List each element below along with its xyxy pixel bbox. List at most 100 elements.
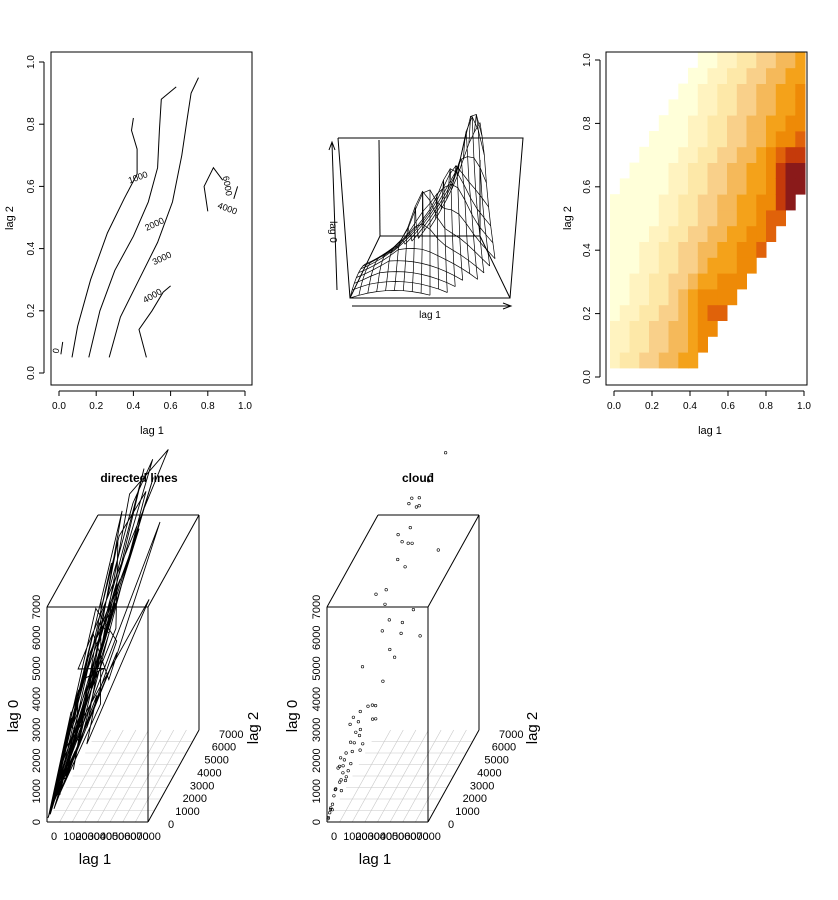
heatmap-cell: [707, 225, 718, 242]
heatmap-cell: [717, 146, 728, 163]
heatmap-cell: [795, 67, 806, 84]
heatmap-cell: [766, 146, 777, 163]
surface-mesh-line: [411, 115, 485, 242]
p5-data-point: [339, 756, 343, 760]
heatmap-cell: [658, 162, 669, 179]
heatmap-cell: [697, 241, 708, 258]
heatmap-cell: [678, 162, 689, 179]
p4-y-tick-label: 1000: [175, 806, 199, 818]
heatmap-cell: [610, 225, 621, 242]
surface-mesh-line: [418, 113, 483, 239]
heatmap-cells: [610, 52, 806, 369]
p5-box-edge: [326, 514, 379, 608]
p5-x-tick-label: 7000: [416, 831, 440, 843]
heatmap-cell: [717, 289, 728, 306]
p5-data-point: [358, 709, 362, 714]
heatmap-cell: [707, 52, 718, 69]
p5-data-point: [349, 740, 353, 744]
p5-data-point: [417, 504, 421, 508]
p5-data-point: [351, 715, 356, 719]
heatmap-cell: [717, 257, 728, 274]
heatmap-cell: [649, 178, 660, 195]
cloud-plot: cloud 0 100020003000400050006000700001000…: [284, 451, 541, 868]
heatmap-y-tick-label: 0.6: [582, 179, 593, 193]
surface-mesh-line: [468, 115, 485, 273]
heatmap-cell: [707, 289, 718, 306]
contour-y-tick-label: 0.0: [26, 366, 37, 380]
heatmap-cell: [678, 210, 689, 227]
heatmap-cell: [775, 146, 786, 163]
heatmap-cell: [697, 194, 708, 211]
heatmap-cell: [727, 241, 738, 258]
heatmap-cell: [766, 52, 777, 69]
heatmap-cell: [717, 210, 728, 227]
heatmap-cell: [678, 146, 689, 163]
p5-data-point: [410, 541, 414, 545]
heatmap-cell: [727, 131, 738, 148]
heatmap-cell: [639, 194, 650, 211]
heatmap-cell: [785, 162, 796, 179]
contour-line: [108, 77, 199, 358]
heatmap-plot: 0.0 0.2 0.4 0.6 0.8 1.0 0.0 0.2 0.4 0.6 0.8 1.0 la…: [562, 51, 811, 437]
heatmap-cell: [668, 225, 679, 242]
heatmap-cell: [629, 194, 640, 211]
heatmap-cell: [688, 289, 699, 306]
heatmap-cell: [736, 241, 747, 258]
cloud-axes: 0 100020003000400050006000700001000200030…: [311, 595, 523, 843]
heatmap-cell: [746, 225, 757, 242]
p5-z-tick-label: 1000: [311, 779, 323, 803]
heatmap-cell: [766, 99, 777, 116]
heatmap-cell: [697, 178, 708, 195]
heatmap-cell: [658, 304, 669, 321]
heatmap-cell: [697, 320, 708, 337]
heatmap-cell: [795, 162, 806, 179]
surface-mesh-line: [404, 156, 487, 245]
heatmap-cell: [746, 146, 757, 163]
heatmap-cell: [707, 131, 718, 148]
p5-data-point: [338, 764, 342, 769]
heatmap-cell: [619, 289, 630, 306]
heatmap-cell: [697, 289, 708, 306]
heatmap-cell: [629, 162, 640, 179]
p5-data-point: [393, 655, 397, 659]
heatmap-cell: [658, 178, 669, 195]
heatmap-cell: [736, 210, 747, 227]
heatmap-cell: [629, 352, 640, 369]
p5-data-point: [333, 787, 337, 792]
heatmap-y-label: lag 2: [562, 206, 574, 230]
heatmap-cell: [610, 273, 621, 290]
p5-y-tick-label: 0: [448, 819, 454, 831]
p5-z-tick-label: 3000: [311, 718, 323, 742]
heatmap-y-tick-label: 0.4: [582, 243, 593, 257]
contour-y-tick-label: 0.2: [26, 303, 37, 317]
heatmap-cell: [678, 178, 689, 195]
p5-data-point: [341, 764, 345, 768]
heatmap-cell: [678, 257, 689, 274]
heatmap-cell: [697, 304, 708, 321]
heatmap-cell: [756, 225, 767, 242]
p5-data-point: [374, 703, 378, 708]
heatmap-cell: [629, 320, 640, 337]
heatmap-cell: [658, 273, 669, 290]
heatmap-cell: [756, 115, 767, 132]
heatmap-cell: [727, 289, 738, 306]
heatmap-cell: [717, 67, 728, 84]
cloud-z-label: lag 0: [284, 700, 301, 733]
heatmap-cell: [639, 162, 650, 179]
heatmap-cell: [688, 115, 699, 132]
surface-mesh-line: [362, 190, 490, 267]
p5-data-point: [380, 629, 384, 633]
heatmap-cell: [766, 131, 777, 148]
heatmap-cell: [736, 52, 747, 69]
heatmap-cell: [707, 257, 718, 274]
heatmap-cell: [746, 194, 757, 211]
heatmap-cell: [697, 336, 708, 353]
p4-z-tick-label: 0: [31, 819, 43, 825]
heatmap-cell: [678, 131, 689, 148]
p5-x-tick-label: 6000: [404, 831, 428, 843]
heatmap-x-tick-label: 0.4: [683, 401, 697, 412]
p5-x-tick-label: 2000: [355, 831, 379, 843]
contour-level-label: 4000: [141, 286, 163, 305]
p5-data-point: [344, 775, 348, 779]
